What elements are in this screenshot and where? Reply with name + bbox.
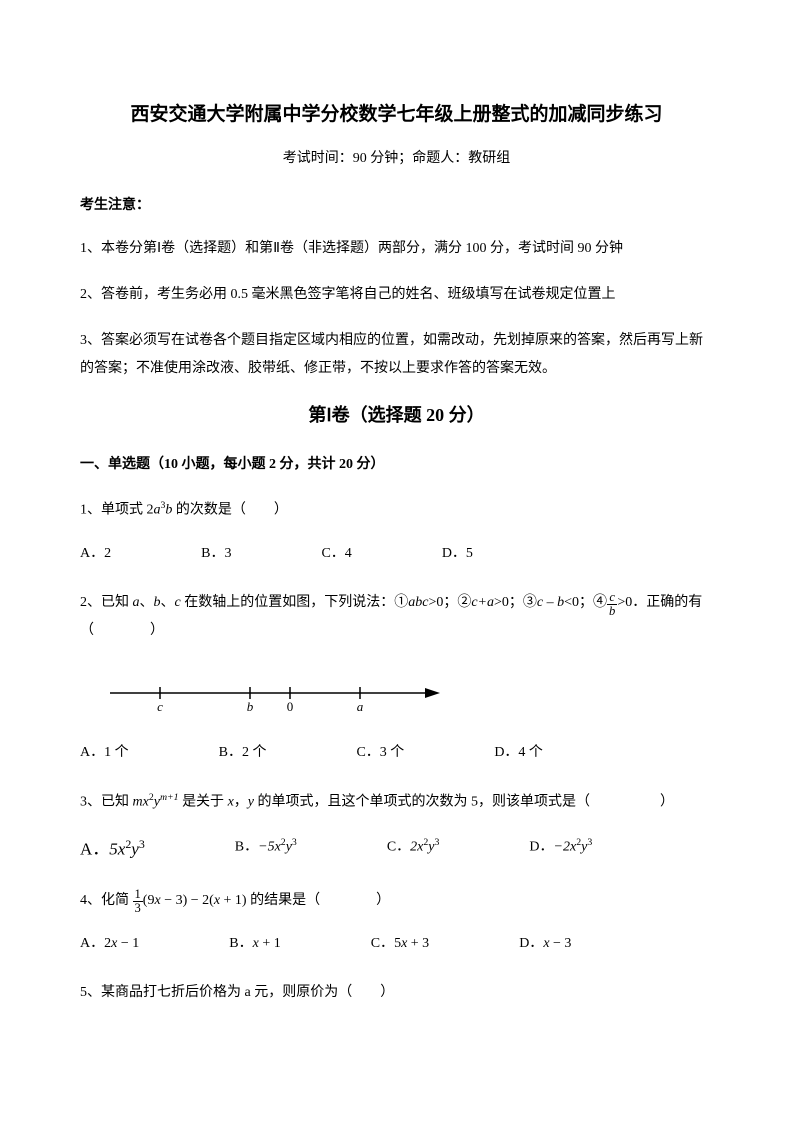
q3-option-c: C．2x2y3	[387, 835, 440, 863]
q3-m: m	[133, 795, 143, 810]
notice-item: 3、答案必须写在试卷各个题目指定区域内相应的位置，如需改动，先划掉原来的答案，然…	[80, 327, 713, 383]
question-2: 2、已知 a、b、c 在数轴上的位置如图，下列说法：①abc>0；②c+a>0；…	[80, 589, 713, 645]
q2-sep2: 、	[161, 595, 175, 610]
q3d-pre: D．	[529, 840, 553, 855]
q3c-s2: 3	[435, 837, 440, 848]
q3-option-b: B．−5x2y3	[235, 835, 297, 863]
q4-prefix: 4、化简	[80, 893, 133, 908]
q4d-pre: D．	[519, 936, 543, 951]
q4a-t: − 1	[117, 936, 139, 951]
q2-frac-den: b	[607, 605, 617, 618]
q4c-c: 5	[394, 936, 401, 951]
q2-e2s: >0；③	[494, 595, 537, 610]
q1-var-a: a	[154, 503, 161, 518]
q3d-c: −2	[554, 840, 570, 855]
q2-frac-num: c	[607, 591, 617, 605]
q3-sep: ，	[234, 795, 248, 810]
q1-option-b: B．3	[201, 543, 231, 565]
q2-e1s: >0；②	[428, 595, 471, 610]
q2-frac: cb	[607, 591, 617, 617]
number-line-figure: c b 0 a	[100, 663, 713, 721]
q2-option-b: B．2 个	[219, 742, 267, 764]
q3-option-a: A．5x2y3	[80, 835, 145, 863]
number-line-svg: c b 0 a	[100, 663, 440, 713]
q3d-s2: 3	[587, 837, 592, 848]
q3a-c: 5	[109, 840, 118, 859]
q1-prefix: 1、单项式 2	[80, 503, 154, 518]
q2-var-a: a	[133, 595, 140, 610]
notice-item: 1、本卷分第Ⅰ卷（选择题）和第Ⅱ卷（非选择题）两部分，满分 100 分，考试时间…	[80, 235, 713, 263]
q4-frac-den: 3	[133, 902, 143, 915]
q4b-t: + 1	[259, 936, 281, 951]
q3a-s2: 3	[139, 837, 145, 851]
notice-header: 考生注意：	[80, 195, 713, 217]
q2-e3: c – b	[537, 595, 564, 610]
q4-option-b: B．x + 1	[229, 933, 280, 955]
q2-e1: abc	[408, 595, 428, 610]
tick-label: b	[247, 699, 254, 713]
q4-options: A．2x − 1 B．x + 1 C．5x + 3 D．x − 3	[80, 933, 713, 955]
q2-options: A．1 个 B．2 个 C．3 个 D．4 个	[80, 742, 713, 764]
question-4: 4、化简 13(9x − 3) − 2(x + 1) 的结果是（ ）	[80, 887, 713, 915]
q2-e3s: <0；④	[564, 595, 607, 610]
q2-option-d: D．4 个	[494, 742, 543, 764]
q3-prefix: 3、已知	[80, 795, 133, 810]
q3c-pre: C．	[387, 840, 410, 855]
q3-suffix: 的单项式，且这个单项式的次数为 5，则该单项式是（ ）	[254, 795, 674, 810]
q2-mid: 在数轴上的位置如图，下列说法：①	[181, 595, 409, 610]
q1-option-c: C．4	[321, 543, 351, 565]
q4-e1: (9	[143, 893, 155, 908]
q4b-pre: B．	[229, 936, 252, 951]
q3-mid: 是关于	[179, 795, 228, 810]
q4c-pre: C．	[371, 936, 394, 951]
q2-var-b: b	[154, 595, 161, 610]
q3-sup2: m+1	[160, 792, 179, 803]
q4-e2: − 3) − 2(	[161, 893, 214, 908]
q4-option-a: A．2x − 1	[80, 933, 139, 955]
q3-options: A．5x2y3 B．−5x2y3 C．2x2y3 D．−2x2y3	[80, 835, 713, 863]
q1-options: A．2 B．3 C．4 D．5	[80, 543, 713, 565]
q3-option-d: D．−2x2y3	[529, 835, 592, 863]
q4-option-c: C．5x + 3	[371, 933, 429, 955]
question-1: 1、单项式 2a3b 的次数是（ ）	[80, 496, 713, 525]
question-5: 5、某商品打七折后价格为 a 元，则原价为（ ）	[80, 979, 713, 1007]
q2-option-c: C．3 个	[356, 742, 404, 764]
q3a-y: y	[131, 840, 139, 859]
section-title: 第Ⅰ卷（选择题 20 分）	[80, 401, 713, 430]
q3b-c: −5	[258, 840, 274, 855]
q3b-s2: 3	[292, 837, 297, 848]
notice-item: 2、答卷前，考生务必用 0.5 毫米黑色签字笔将自己的姓名、班级填写在试卷规定位…	[80, 281, 713, 309]
page-title: 西安交通大学附属中学分校数学七年级上册整式的加减同步练习	[80, 100, 713, 130]
question-3: 3、已知 mx2ym+1 是关于 x，y 的单项式，且这个单项式的次数为 5，则…	[80, 788, 713, 817]
q4-option-d: D．x − 3	[519, 933, 571, 955]
q1-suffix: 的次数是（ ）	[172, 503, 288, 518]
q4d-t: − 3	[550, 936, 572, 951]
q4-frac-num: 1	[133, 888, 143, 902]
q1-option-d: D．5	[442, 543, 473, 565]
q2-sep1: 、	[140, 595, 154, 610]
q1-option-a: A．2	[80, 543, 111, 565]
q4a-pre: A．	[80, 936, 104, 951]
page-subtitle: 考试时间：90 分钟；命题人：教研组	[80, 148, 713, 170]
tick-label: 0	[287, 699, 294, 713]
arrow-head-icon	[425, 688, 440, 698]
q4-e3: + 1) 的结果是（ ）	[220, 893, 390, 908]
subsection-title: 一、单选题（10 小题，每小题 2 分，共计 20 分）	[80, 454, 713, 476]
tick-label: c	[157, 699, 163, 713]
tick-label: a	[357, 699, 364, 713]
q3a-pre: A．	[80, 840, 109, 859]
q2-e2: c+a	[471, 595, 494, 610]
q3b-pre: B．	[235, 840, 258, 855]
q4c-t: + 3	[407, 936, 429, 951]
q2-prefix: 2、已知	[80, 595, 133, 610]
q2-option-a: A．1 个	[80, 742, 129, 764]
q4-frac: 13	[133, 888, 143, 914]
